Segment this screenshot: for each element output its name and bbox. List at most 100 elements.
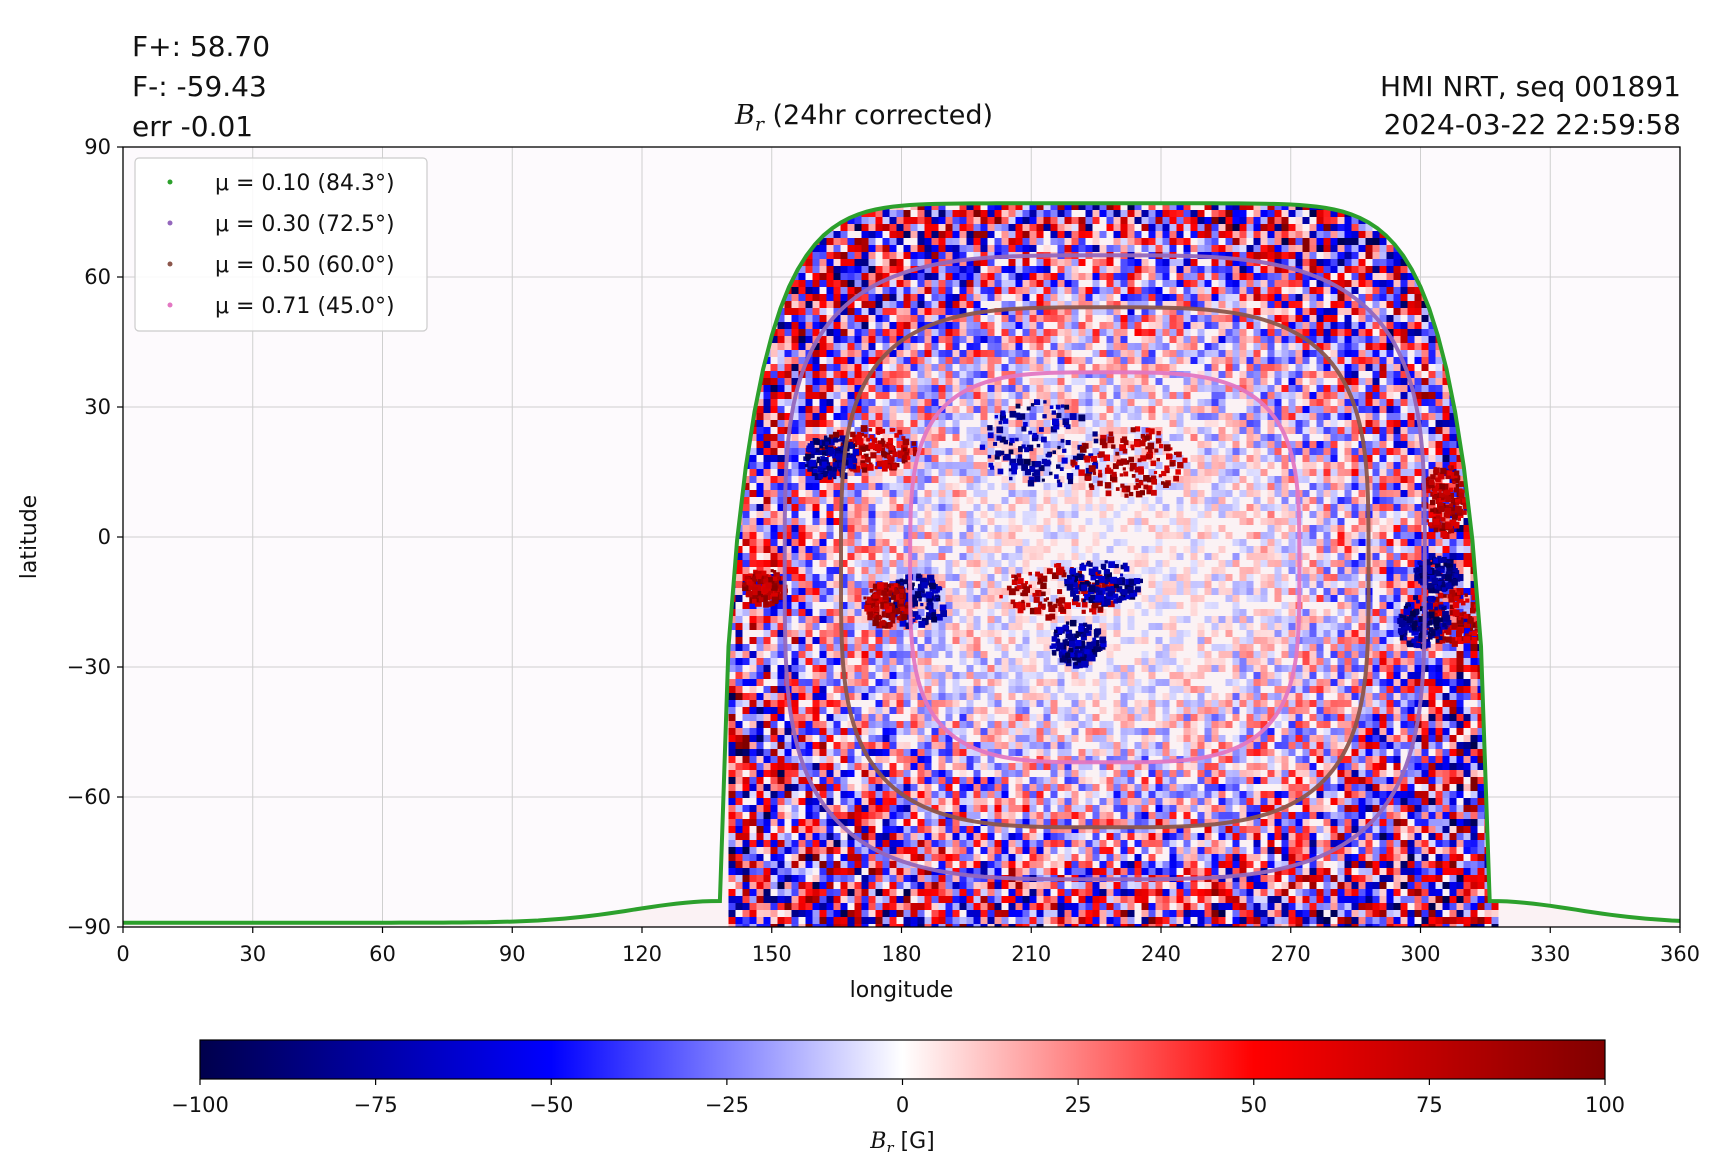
field-pixel [805, 497, 813, 504]
field-pixel [994, 420, 1002, 427]
field-pixel [1092, 490, 1100, 497]
field-pixel [1204, 217, 1212, 224]
field-pixel [1379, 462, 1387, 469]
field-pixel [1204, 406, 1212, 413]
field-pixel [938, 413, 946, 420]
field-pixel [1169, 259, 1177, 266]
field-pixel [973, 364, 981, 371]
field-pixel [1218, 371, 1226, 378]
field-pixel [1141, 287, 1149, 294]
field-pixel [875, 406, 883, 413]
field-pixel [777, 497, 785, 504]
field-pixel [1036, 280, 1044, 287]
field-pixel [952, 329, 960, 336]
field-pixel [1022, 203, 1030, 210]
field-pixel [1435, 434, 1443, 441]
field-pixel [1239, 413, 1247, 420]
field-pixel [1064, 210, 1072, 217]
field-pixel [1428, 357, 1436, 364]
field-pixel [1400, 329, 1408, 336]
field-pixel [1036, 210, 1044, 217]
field-pixel [1260, 378, 1268, 385]
field-pixel [1148, 322, 1156, 329]
field-pixel [1295, 231, 1303, 238]
field-pixel [1064, 497, 1072, 504]
field-pixel [798, 420, 806, 427]
field-pixel [1155, 224, 1163, 231]
field-pixel [1274, 259, 1282, 266]
field-pixel [1435, 455, 1443, 462]
field-pixel [1029, 497, 1037, 504]
field-pixel [868, 420, 876, 427]
field-pixel [1162, 210, 1170, 217]
field-pixel [924, 301, 932, 308]
field-pixel [1239, 245, 1247, 252]
field-pixel [833, 385, 841, 392]
field-pixel [1197, 406, 1205, 413]
field-pixel [1078, 238, 1086, 245]
field-pixel [833, 406, 841, 413]
field-pixel [1323, 469, 1331, 476]
field-pixel [1330, 329, 1338, 336]
field-pixel [1232, 392, 1240, 399]
field-pixel [812, 434, 820, 441]
field-pixel [1001, 364, 1009, 371]
field-pixel [896, 455, 904, 462]
field-pixel [1274, 224, 1282, 231]
field-pixel [1351, 455, 1359, 462]
field-pixel [819, 308, 827, 315]
field-pixel [1057, 378, 1065, 385]
field-pixel [994, 441, 1002, 448]
field-pixel [1281, 441, 1289, 448]
field-pixel [1092, 308, 1100, 315]
field-pixel [889, 224, 897, 231]
field-pixel [882, 371, 890, 378]
field-pixel [917, 252, 925, 259]
field-pixel [1260, 483, 1268, 490]
field-pixel [1183, 245, 1191, 252]
field-pixel [791, 378, 799, 385]
field-pixel [1211, 266, 1219, 273]
field-pixel [1246, 427, 1254, 434]
field-pixel [1407, 392, 1415, 399]
field-pixel [966, 371, 974, 378]
field-pixel [938, 399, 946, 406]
field-pixel [1253, 343, 1261, 350]
field-pixel [1344, 301, 1352, 308]
field-pixel [805, 287, 813, 294]
field-pixel [994, 245, 1002, 252]
field-pixel [777, 420, 785, 427]
field-pixel [980, 413, 988, 420]
field-pixel [1029, 280, 1037, 287]
field-pixel [1316, 371, 1324, 378]
field-pixel [973, 427, 981, 434]
field-pixel [896, 301, 904, 308]
field-pixel [959, 266, 967, 273]
field-pixel [896, 385, 904, 392]
field-pixel [1372, 427, 1380, 434]
field-pixel [1008, 238, 1016, 245]
field-pixel [763, 378, 771, 385]
field-pixel [1043, 483, 1051, 490]
field-pixel [861, 406, 869, 413]
field-pixel [1456, 469, 1464, 476]
field-pixel [1148, 399, 1156, 406]
field-pixel [1267, 490, 1275, 497]
field-pixel [1092, 434, 1100, 441]
field-pixel [1316, 406, 1324, 413]
field-pixel [1099, 245, 1107, 252]
field-pixel [826, 238, 834, 245]
field-pixel [756, 504, 764, 511]
field-pixel [966, 483, 974, 490]
field-pixel [994, 217, 1002, 224]
field-pixel [791, 301, 799, 308]
field-pixel [1267, 392, 1275, 399]
field-pixel [1295, 329, 1303, 336]
field-pixel [812, 392, 820, 399]
field-pixel [1162, 203, 1170, 210]
field-pixel [840, 399, 848, 406]
field-pixel [987, 231, 995, 238]
field-pixel [903, 301, 911, 308]
field-pixel [791, 483, 799, 490]
field-pixel [1337, 273, 1345, 280]
